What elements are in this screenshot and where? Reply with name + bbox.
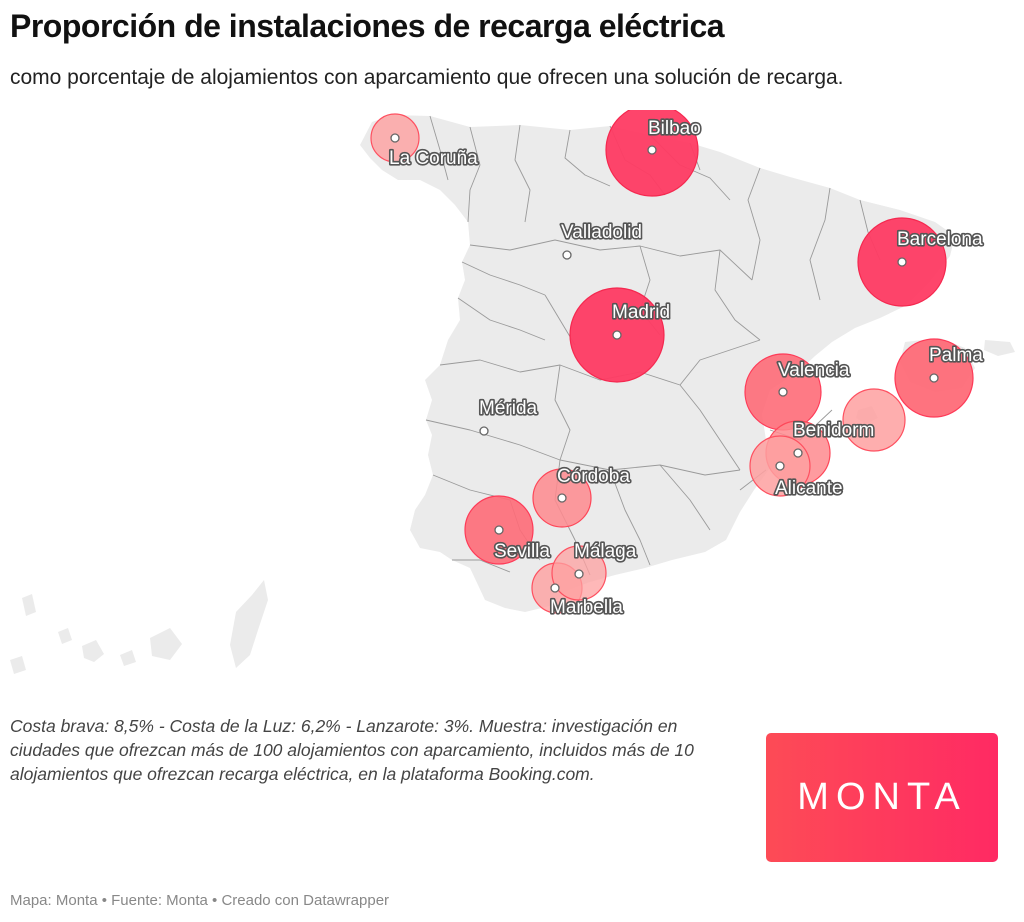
marker-cordoba xyxy=(557,493,567,503)
bubble-benidorm-ext[interactable] xyxy=(842,388,906,452)
marker-la-coruna xyxy=(390,133,400,143)
map-title: Proporción de instalaciones de recarga e… xyxy=(10,8,725,44)
map-subtitle: como porcentaje de alojamientos con apar… xyxy=(10,66,844,89)
spain-map: La Coruña Bilbao Valladolid Barcelona Ma… xyxy=(10,110,1015,674)
label-cordoba: Córdoba xyxy=(557,466,630,487)
label-valladolid: Valladolid xyxy=(561,222,642,243)
city-labels: La Coruña Bilbao Valladolid Barcelona Ma… xyxy=(387,116,984,619)
label-barcelona: Barcelona xyxy=(897,229,983,250)
canary-island-4 xyxy=(58,628,72,644)
marker-bilbao xyxy=(647,145,657,155)
menorca-island xyxy=(984,340,1015,356)
label-palma: Palma xyxy=(929,345,983,366)
label-bilbao: Bilbao xyxy=(648,118,701,139)
canary-island-2 xyxy=(150,628,182,660)
label-marbella: Marbella xyxy=(550,597,623,618)
label-valencia: Valencia xyxy=(778,360,850,381)
canary-island-1 xyxy=(230,580,268,668)
label-sevilla: Sevilla xyxy=(494,541,550,562)
marker-malaga xyxy=(574,569,584,579)
marker-merida xyxy=(479,426,489,436)
monta-logo: MONTA xyxy=(766,733,998,862)
marker-madrid xyxy=(612,330,622,340)
marker-alicante xyxy=(775,461,785,471)
marker-barcelona xyxy=(897,257,907,267)
source-note: Costa brava: 8,5% - Costa de la Luz: 6,2… xyxy=(10,716,694,784)
label-la-coruna: La Coruña xyxy=(389,148,478,169)
monta-logo-text: MONTA xyxy=(797,776,967,818)
credits-footer: Mapa: Monta • Fuente: Monta • Creado con… xyxy=(10,892,390,909)
canary-island-5 xyxy=(22,594,36,616)
marker-valladolid xyxy=(562,250,572,260)
label-benidorm: Benidorm xyxy=(793,420,874,441)
marker-marbella xyxy=(550,583,560,593)
bubble-layer xyxy=(370,110,974,614)
label-madrid: Madrid xyxy=(612,302,670,323)
canary-island-3 xyxy=(82,640,104,662)
city-markers xyxy=(390,133,939,593)
iberian-peninsula xyxy=(360,115,955,612)
canary-island-7 xyxy=(120,650,136,666)
marker-benidorm xyxy=(793,448,803,458)
marker-sevilla xyxy=(494,525,504,535)
label-alicante: Alicante xyxy=(775,478,843,499)
canary-island-6 xyxy=(10,656,26,674)
marker-palma xyxy=(929,373,939,383)
label-malaga: Málaga xyxy=(574,541,637,562)
marker-valencia xyxy=(778,387,788,397)
label-merida: Mérida xyxy=(479,398,538,419)
